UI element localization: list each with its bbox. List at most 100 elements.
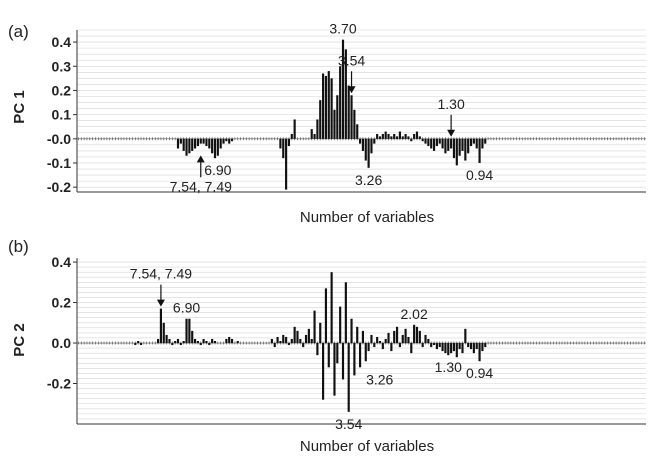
bar <box>481 343 484 352</box>
bar <box>384 131 387 139</box>
bar <box>193 338 197 344</box>
annotation-label: 6.90 <box>204 162 231 178</box>
bar <box>432 343 436 346</box>
panel-a: (a) PC 1 0.40.30.20.1-0.0-0.1-0.2 3.703.… <box>8 21 646 226</box>
bar <box>450 138 453 149</box>
bar <box>430 138 433 149</box>
bar <box>455 138 458 166</box>
bar <box>222 138 225 144</box>
bar <box>193 138 197 149</box>
bar <box>356 326 359 344</box>
bar <box>211 138 214 154</box>
bar <box>350 318 353 344</box>
bar <box>444 138 447 154</box>
bar <box>435 138 438 147</box>
bar <box>159 308 163 344</box>
bar <box>427 138 430 147</box>
bar <box>333 343 336 396</box>
bar <box>330 78 333 139</box>
bar <box>444 343 447 354</box>
bar <box>236 341 239 344</box>
annotation-label: 1.30 <box>437 96 464 112</box>
bar <box>410 138 413 142</box>
annotation-label: 2.02 <box>401 306 428 322</box>
bar <box>213 138 217 159</box>
y-tick-label: -0.2 <box>47 376 71 392</box>
bar <box>304 334 308 344</box>
annotation-label: 3.70 <box>329 21 356 37</box>
bar <box>378 136 382 139</box>
bar <box>202 338 205 344</box>
bar <box>455 343 458 358</box>
bar <box>333 109 336 139</box>
bar <box>393 330 396 344</box>
bar <box>296 330 299 344</box>
bar <box>307 328 310 344</box>
bar <box>398 131 401 139</box>
panel-b-ylabel: PC 2 <box>11 323 28 356</box>
bar <box>341 39 345 139</box>
bar <box>430 343 433 348</box>
bar <box>432 138 436 151</box>
annotation-label: 0.94 <box>466 167 493 183</box>
panel-b-grid <box>77 261 646 425</box>
annotation-label: 0.94 <box>466 365 493 381</box>
bar <box>478 138 481 163</box>
bar <box>319 100 322 139</box>
bar <box>401 136 404 139</box>
bar <box>441 343 444 352</box>
bar <box>316 119 319 139</box>
bar <box>191 138 194 151</box>
bar <box>424 334 427 344</box>
y-tick-label: -0.1 <box>47 155 71 171</box>
bar <box>182 138 185 151</box>
bar <box>418 136 421 139</box>
bar <box>481 138 484 149</box>
bar <box>390 343 393 352</box>
bar <box>464 328 467 344</box>
bar <box>199 138 202 144</box>
bar <box>191 330 194 344</box>
panel-a-xlabel: Number of variables <box>300 209 434 226</box>
bar <box>208 343 211 346</box>
bar <box>287 138 291 147</box>
bar <box>285 336 288 344</box>
bar <box>324 75 328 139</box>
y-tick-label: 0.3 <box>52 58 72 74</box>
bar <box>367 138 370 168</box>
bar <box>472 343 475 354</box>
bar <box>447 138 450 151</box>
bar <box>458 138 461 156</box>
y-tick-label: 0.2 <box>52 82 72 98</box>
bar <box>182 341 185 344</box>
bar <box>438 138 441 144</box>
bar <box>361 138 365 151</box>
bar <box>339 66 342 139</box>
bar <box>213 341 217 344</box>
bar <box>376 336 379 344</box>
bar <box>202 138 205 144</box>
y-tick-label: 0.4 <box>52 254 72 270</box>
bar <box>196 138 199 147</box>
bar <box>447 343 450 356</box>
bar <box>381 133 384 139</box>
panel-a-label: (a) <box>8 22 29 41</box>
bar <box>461 343 464 354</box>
bar <box>230 338 234 344</box>
bar <box>395 326 399 344</box>
panel-b-annotations: 7.54, 7.49 6.90 2.02 3.26 3.54 1.30 0.94 <box>130 266 494 432</box>
bar <box>401 334 404 344</box>
panel-a-annotations: 3.70 3.54 1.30 7.54, 7.496.90 3.26 0.94 <box>170 21 494 195</box>
bar <box>299 338 302 344</box>
bar <box>230 138 234 142</box>
bar <box>452 138 456 159</box>
bar <box>475 343 478 350</box>
bar <box>415 326 419 344</box>
panel-b-bars <box>134 272 487 412</box>
bar <box>319 322 322 344</box>
bar <box>270 338 273 344</box>
bar <box>478 343 481 362</box>
bar <box>364 343 367 362</box>
